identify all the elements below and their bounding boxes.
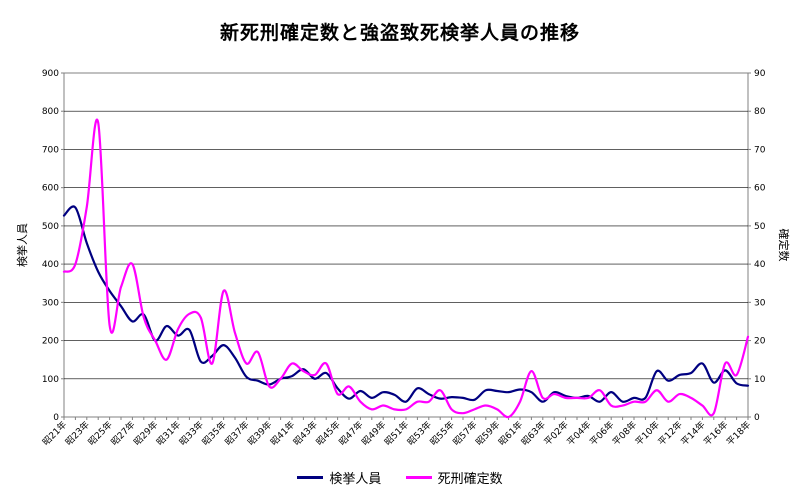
right-tick-label: 10	[754, 375, 766, 385]
x-tick-label: 平12年	[655, 419, 684, 448]
right-tick-label: 90	[754, 69, 766, 79]
x-tick-label: 平14年	[678, 419, 707, 448]
right-tick-label: 60	[754, 184, 766, 194]
legend-label-arrests: 検挙人員	[329, 472, 382, 487]
x-tick-label: 昭33年	[177, 419, 206, 448]
left-tick-label: 400	[42, 260, 59, 270]
right-tick-label: 20	[754, 337, 766, 347]
left-tick-label: 200	[42, 337, 59, 347]
legend-swatch-death-sentences	[405, 476, 432, 479]
x-tick-label: 昭39年	[245, 419, 274, 448]
left-tick-label: 100	[42, 375, 59, 385]
legend-swatch-arrests	[297, 476, 324, 479]
right-tick-label: 30	[754, 298, 766, 308]
x-tick-label: 平04年	[564, 419, 593, 448]
left-tick-label: 600	[42, 184, 59, 194]
x-tick-label: 昭41年	[268, 419, 297, 448]
x-tick-label: 昭63年	[519, 419, 548, 448]
x-tick-label: 平16年	[701, 419, 730, 448]
left-tick-label: 300	[42, 298, 59, 308]
legend-item-arrests: 検挙人員	[297, 468, 381, 487]
x-tick-label: 昭25年	[85, 419, 114, 448]
right-tick-label: 50	[754, 222, 766, 232]
legend-item-death-sentences: 死刑確定数	[405, 468, 503, 487]
x-tick-label: 昭37年	[222, 419, 251, 448]
left-y-axis: 0 100 200 300 400 500 600 700 800 900	[42, 69, 64, 423]
series-lines	[62, 118, 750, 419]
x-tick-label: 平02年	[541, 419, 570, 448]
series-line-death-sentences	[62, 118, 750, 419]
gridlines	[64, 110, 748, 380]
x-tick-label: 平10年	[633, 419, 662, 448]
right-axis-title: 確定数	[777, 229, 791, 262]
left-tick-label: 700	[42, 145, 59, 155]
right-tick-label: 80	[754, 107, 766, 117]
x-tick-label: 平06年	[587, 419, 616, 448]
left-tick-label: 0	[53, 413, 59, 423]
x-tick-label: 昭53年	[405, 419, 434, 448]
x-tick-label: 昭21年	[40, 419, 69, 448]
x-tick-label: 昭31年	[154, 419, 183, 448]
x-tick-label: 平08年	[610, 419, 639, 448]
x-tick-label: 昭49年	[359, 419, 388, 448]
right-y-axis: 0 10 20 30 40 50 60 70 80 90	[748, 69, 766, 423]
x-tick-label: 昭51年	[382, 419, 411, 448]
left-tick-label: 900	[42, 69, 59, 79]
x-tick-label: 昭59年	[473, 419, 502, 448]
series-line-arrests	[62, 205, 750, 403]
right-tick-label: 70	[754, 145, 766, 155]
x-tick-label: 昭57年	[450, 419, 479, 448]
plot-area	[63, 72, 749, 418]
x-tick-label: 昭43年	[291, 419, 320, 448]
left-tick-label: 500	[42, 222, 59, 232]
x-tick-label: 昭35年	[199, 419, 228, 448]
right-tick-label: 40	[754, 260, 766, 270]
chart-title: 新死刑確定数と強盗致死検挙人員の推移	[219, 22, 580, 44]
x-tick-label: 昭47年	[336, 419, 365, 448]
left-axis-title: 検挙人員	[15, 223, 29, 267]
legend-label-death-sentences: 死刑確定数	[437, 472, 503, 487]
right-tick-label: 0	[754, 413, 760, 423]
left-tick-label: 800	[42, 107, 59, 117]
x-tick-label: 昭55年	[427, 419, 456, 448]
legend: 検挙人員 死刑確定数	[0, 468, 800, 487]
x-tick-label: 平18年	[724, 419, 753, 448]
x-tick-label: 昭61年	[496, 419, 525, 448]
x-tick-label: 昭23年	[63, 419, 92, 448]
x-tick-label: 昭29年	[131, 419, 160, 448]
x-axis: 昭21年昭23年昭25年昭27年昭29年昭31年昭33年昭35年昭37年昭39年…	[40, 417, 753, 448]
x-tick-label: 昭45年	[313, 419, 342, 448]
x-tick-label: 昭27年	[108, 419, 137, 448]
